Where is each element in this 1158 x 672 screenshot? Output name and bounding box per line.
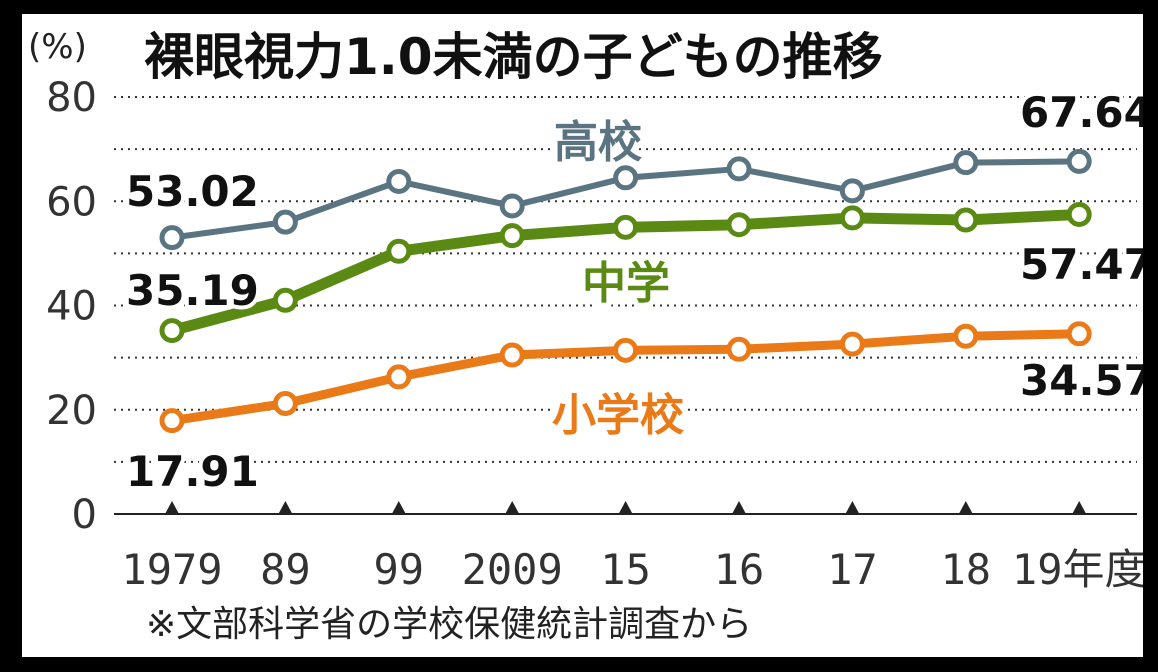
data-point bbox=[613, 337, 639, 363]
x-tick-label: 16 bbox=[714, 545, 765, 594]
data-point bbox=[1066, 201, 1092, 227]
data-point bbox=[386, 364, 412, 390]
value-label-elementary-start: 17.91 bbox=[126, 447, 259, 496]
data-point bbox=[726, 156, 752, 182]
data-point bbox=[839, 178, 865, 204]
x-tick-label: 99 bbox=[374, 545, 425, 594]
x-tick-label: 17 bbox=[827, 545, 878, 594]
chart-panel: (%) 裸眼視力1.0未満の子どもの推移 0 20 40 60 80 1979 89 99 2… bbox=[22, 14, 1143, 657]
x-axis-ticks: 1979 89 99 2009 15 16 17 18 19年度 bbox=[121, 501, 1143, 594]
data-point bbox=[839, 205, 865, 231]
y-tick-label: 20 bbox=[46, 388, 97, 434]
x-tick-label: 89 bbox=[260, 545, 311, 594]
x-tick-label: 1979 bbox=[121, 545, 222, 594]
value-label-junior-high-end: 57.47 bbox=[1020, 240, 1143, 289]
chart-title: 裸眼視力1.0未満の子どもの推移 bbox=[144, 28, 883, 86]
data-point bbox=[613, 214, 639, 240]
data-point bbox=[953, 150, 979, 176]
y-tick-label: 80 bbox=[46, 75, 97, 121]
x-tick-label: 2009 bbox=[462, 545, 563, 594]
data-point bbox=[386, 238, 412, 264]
data-point bbox=[726, 336, 752, 362]
data-point bbox=[1066, 321, 1092, 347]
x-tick-marker bbox=[845, 501, 860, 514]
y-tick-label: 40 bbox=[46, 284, 97, 330]
data-point bbox=[272, 287, 298, 313]
series-1 bbox=[159, 201, 1092, 344]
data-point bbox=[159, 318, 185, 344]
x-tick-marker bbox=[165, 501, 179, 514]
data-point bbox=[386, 168, 412, 194]
series-name-junior-high: 中学 bbox=[582, 258, 670, 309]
data-point bbox=[159, 225, 185, 251]
x-tick-marker bbox=[618, 501, 633, 514]
x-tick-marker bbox=[732, 501, 746, 514]
data-point bbox=[499, 193, 525, 219]
data-point bbox=[1066, 148, 1092, 174]
x-tick-marker bbox=[958, 501, 973, 514]
data-point bbox=[499, 223, 525, 249]
x-tick-marker bbox=[391, 501, 406, 514]
x-tick-label: 19年度 bbox=[1012, 545, 1143, 594]
data-point bbox=[839, 331, 865, 357]
x-tick-marker bbox=[1072, 501, 1087, 514]
data-point bbox=[272, 390, 298, 416]
y-tick-label: 60 bbox=[46, 179, 97, 225]
data-point bbox=[953, 207, 979, 233]
x-tick-marker bbox=[278, 501, 293, 514]
series-layer bbox=[159, 148, 1092, 434]
x-tick-label: 18 bbox=[941, 545, 992, 594]
value-label-high-school-end: 67.64 bbox=[1020, 88, 1143, 137]
data-point bbox=[499, 342, 525, 368]
value-label-high-school-start: 53.02 bbox=[126, 167, 259, 216]
series-name-elementary: 小学校 bbox=[552, 390, 684, 441]
x-tick-label: 15 bbox=[600, 545, 651, 594]
source-note: ※文部科学省の学校保健統計調査から bbox=[146, 604, 752, 645]
value-label-junior-high-start: 35.19 bbox=[126, 266, 259, 315]
unit-label: (%) bbox=[28, 27, 87, 67]
y-axis-ticks: 0 20 40 60 80 bbox=[46, 75, 97, 538]
data-point bbox=[726, 212, 752, 238]
series-0 bbox=[159, 148, 1092, 251]
x-tick-marker bbox=[505, 501, 520, 514]
series-2 bbox=[159, 321, 1092, 434]
data-point bbox=[159, 408, 185, 434]
series-name-high-school: 高校 bbox=[554, 117, 642, 168]
data-point bbox=[953, 323, 979, 349]
chart-svg: (%) 裸眼視力1.0未満の子どもの推移 0 20 40 60 80 1979 89 99 2… bbox=[28, 27, 1143, 645]
data-point bbox=[613, 165, 639, 191]
y-tick-label: 0 bbox=[72, 492, 97, 538]
value-label-elementary-end: 34.57 bbox=[1020, 356, 1143, 405]
data-point bbox=[272, 209, 298, 235]
